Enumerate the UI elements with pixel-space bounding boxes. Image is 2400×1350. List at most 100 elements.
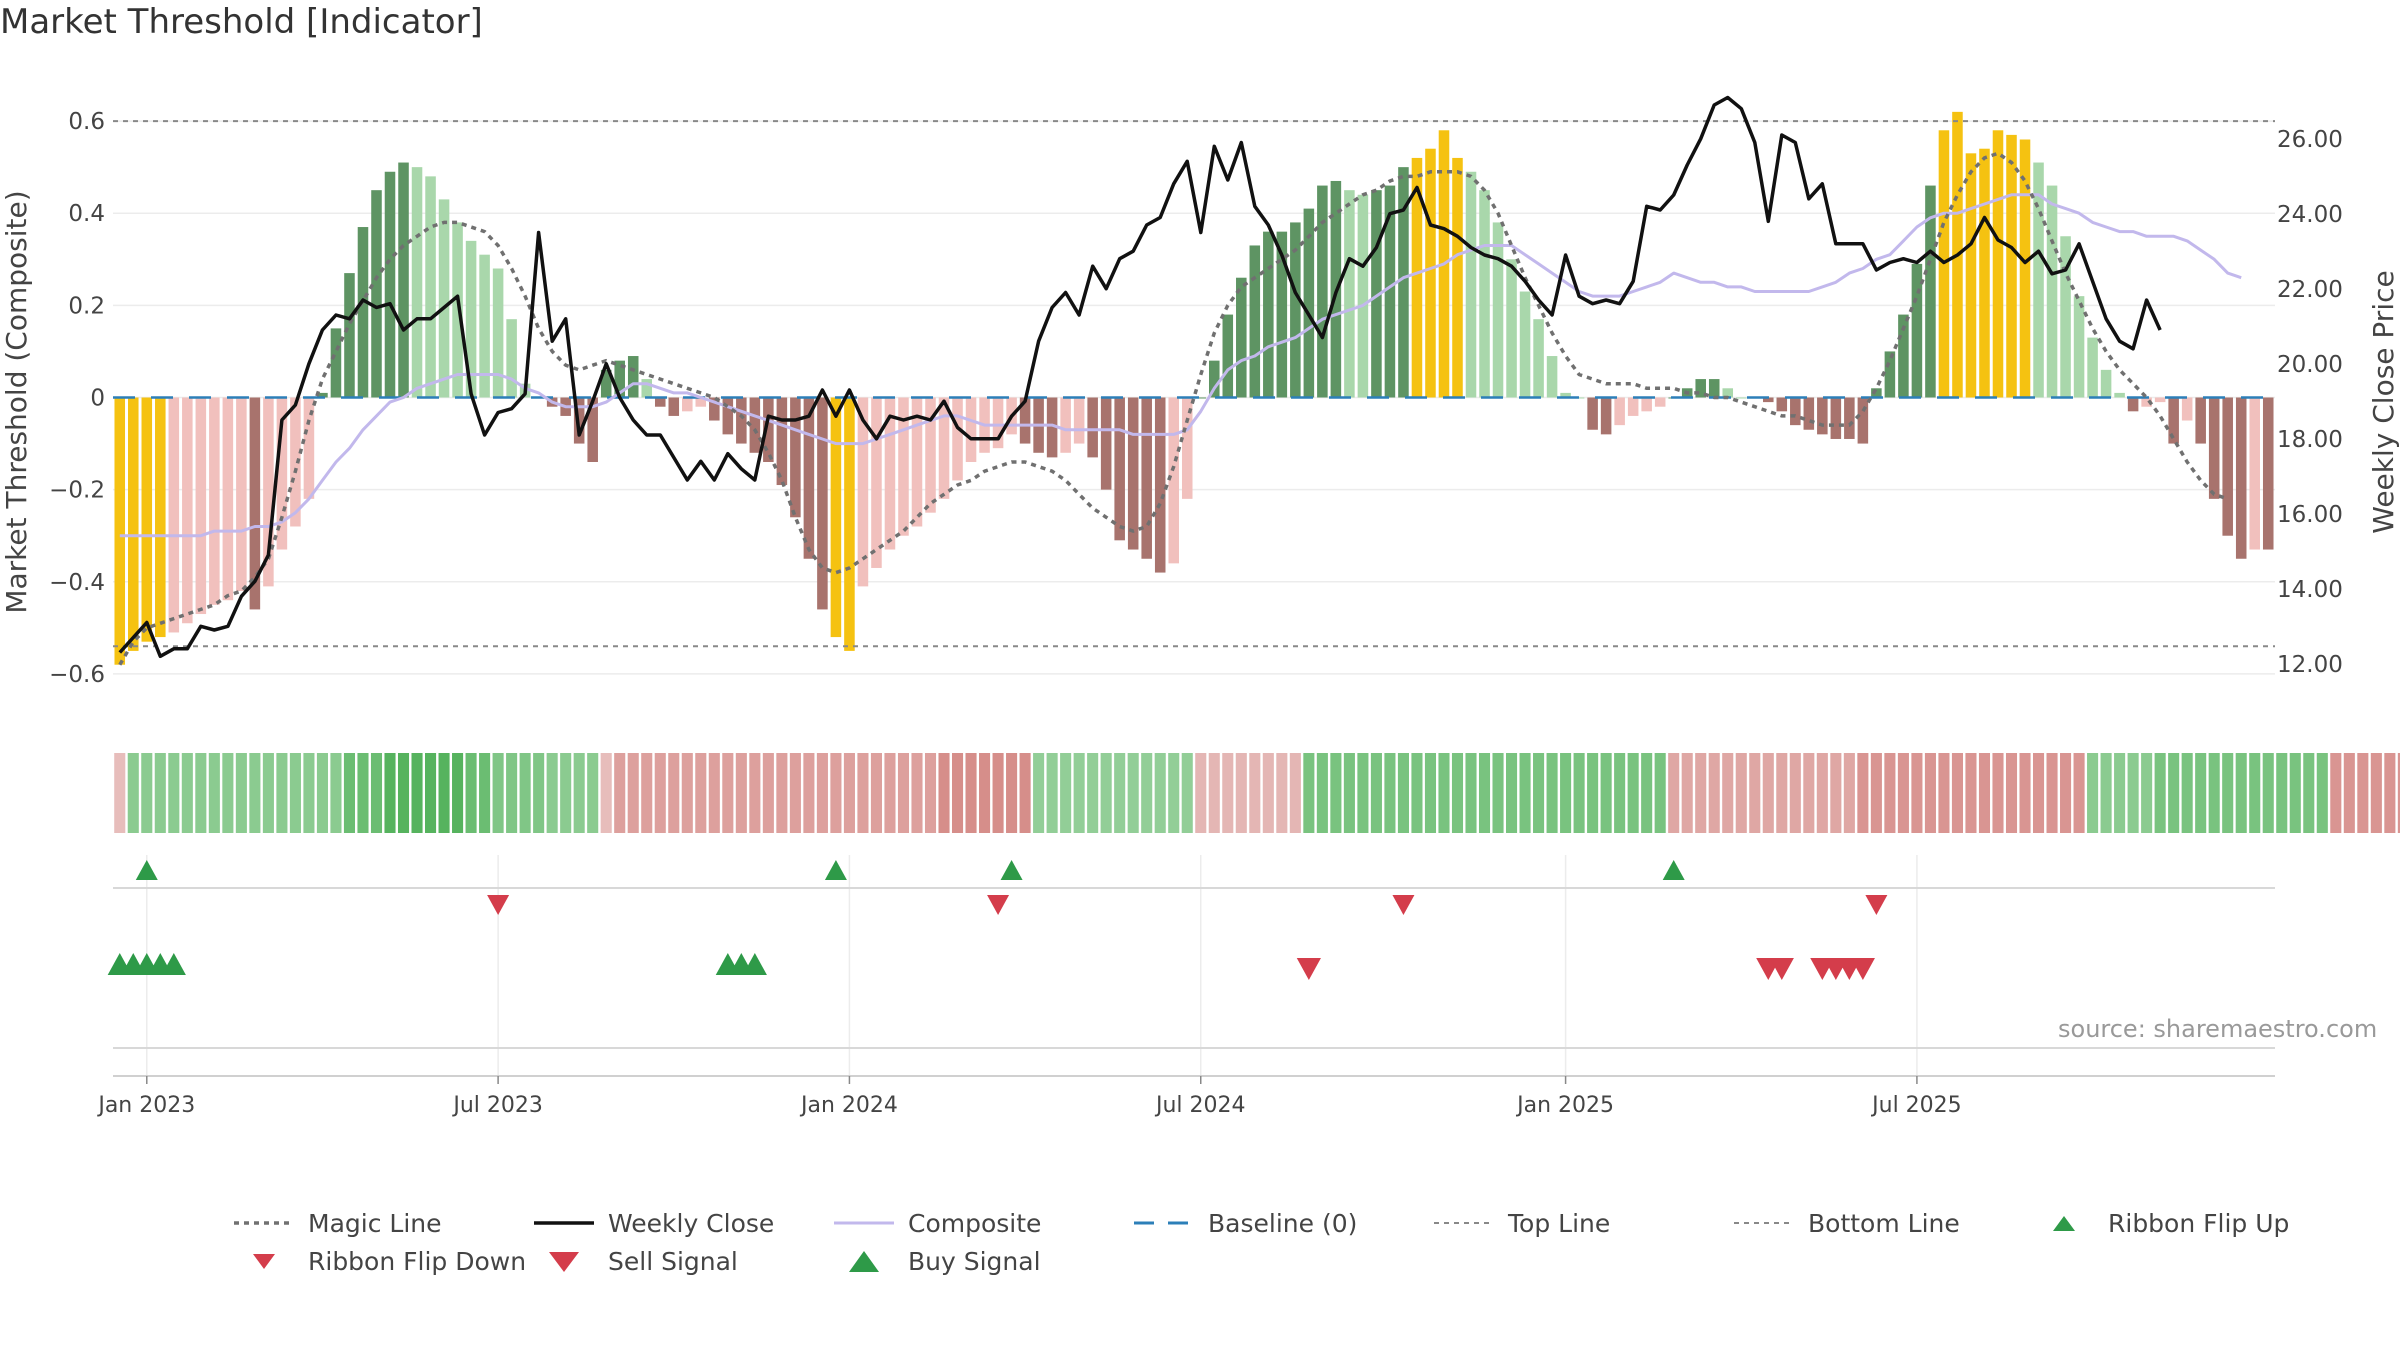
composite-bar [1708, 379, 1720, 398]
composite-bar [695, 397, 707, 407]
ribbon-cell [1019, 753, 1031, 833]
ribbon-cell [2276, 753, 2288, 833]
composite-bar [371, 190, 382, 398]
ribbon-flip-up-marker [824, 860, 847, 880]
composite-bar [749, 397, 761, 453]
ribbon-cell [1492, 753, 1504, 833]
ribbon-flip-down-marker [1865, 895, 1888, 915]
left-tick-label: 0.4 [68, 201, 105, 227]
composite-bar [1533, 319, 1544, 398]
composite-bar [1357, 194, 1369, 398]
ribbon-cell [1438, 753, 1450, 833]
composite-bar [2208, 397, 2220, 499]
grid-layer [113, 120, 2275, 1075]
composite-bar [1817, 397, 1828, 435]
ribbon-cell [708, 753, 720, 833]
ribbon-cell [1006, 753, 1018, 833]
ribbon-cell [1343, 753, 1355, 833]
ribbon-cell [141, 753, 153, 833]
ribbon-cell [1776, 753, 1788, 833]
composite-bar [249, 397, 261, 610]
ribbon-cell [519, 753, 531, 833]
composite-bar [141, 397, 153, 642]
composite-bar [1776, 397, 1788, 412]
composite-bar [1844, 397, 1855, 439]
sell-signal-marker [1850, 958, 1875, 980]
composite-bar [1195, 397, 1207, 399]
ribbon-cell [1330, 753, 1342, 833]
ribbon-flip-up-marker [1000, 860, 1023, 880]
ribbon-cell [2195, 753, 2207, 833]
ribbon-cell [1141, 753, 1153, 833]
ribbon-cell [249, 753, 261, 833]
chart-title: Market Threshold [Indicator] [0, 2, 483, 42]
weekly-close-line [118, 95, 2162, 659]
composite-bar [1290, 222, 1301, 398]
composite-bar [682, 397, 693, 412]
composite-bar [1398, 167, 1409, 398]
ribbon-cell [2154, 753, 2166, 833]
ribbon-cell [1573, 753, 1585, 833]
composite-bar [276, 397, 288, 550]
legend-swatch-magic [234, 1221, 294, 1225]
ribbon-cell [965, 753, 977, 833]
ribbon-cell [2249, 753, 2261, 833]
ribbon-cell [2060, 753, 2072, 833]
composite-bar [1154, 397, 1166, 573]
ribbon-cell [1978, 753, 1991, 833]
ribbon-cell [2330, 753, 2342, 833]
ribbon-cell [587, 753, 599, 833]
composite-bar [1857, 397, 1869, 444]
ribbon-cell [1384, 753, 1396, 833]
composite-bar [1695, 379, 1706, 398]
composite-bar [857, 397, 869, 587]
composite-bar [1492, 222, 1504, 398]
legend-item-flipdown: Ribbon Flip Down [230, 1243, 526, 1279]
composite-bar [2262, 397, 2274, 550]
composite-bar [2141, 397, 2152, 407]
legend-item-flipup: Ribbon Flip Up [2030, 1205, 2289, 1241]
legend-swatch-flipup [2053, 1216, 2075, 1231]
ribbon-cell [2235, 753, 2247, 833]
ribbon-cell [951, 753, 964, 833]
ribbon-flip-down-marker [987, 895, 1010, 915]
composite-bar [1790, 397, 1801, 426]
ribbon-cell [1411, 753, 1423, 833]
ribbon-cell [1208, 753, 1220, 833]
ribbon-cell [506, 753, 518, 833]
ribbon-cell [1911, 753, 1923, 833]
line-layer [113, 95, 2275, 666]
ribbon-cell [1249, 753, 1261, 833]
legend-item-sell: Sell Signal [530, 1243, 738, 1279]
ribbon-cell [1046, 753, 1058, 833]
composite-bar [1263, 231, 1274, 398]
legend-label: Ribbon Flip Down [308, 1246, 527, 1276]
composite-bar [600, 369, 612, 398]
composite-bar [506, 319, 517, 398]
composite-bar [1506, 259, 1517, 398]
ribbon-cell [195, 753, 207, 833]
ribbon-cell [1168, 753, 1180, 833]
ribbon-layer [114, 753, 2400, 833]
composite-bar [127, 397, 139, 651]
ribbon-cell [992, 753, 1004, 833]
composite-bar [1614, 397, 1625, 426]
ribbon-cell [1181, 753, 1193, 833]
composite-bar [1019, 397, 1031, 444]
composite-bar [1384, 185, 1396, 398]
composite-bar [263, 397, 274, 587]
composite-bar [1060, 397, 1071, 453]
ribbon-cell [1668, 753, 1680, 833]
ribbon-cell [2343, 753, 2355, 833]
composite-bar [1236, 277, 1247, 398]
ribbon-cell [114, 753, 126, 833]
ribbon-cell [911, 753, 923, 833]
ribbon-cell [1289, 753, 1301, 833]
ribbon-cell [884, 753, 896, 833]
left-tick-label: 0.2 [68, 293, 105, 319]
ribbon-cell [1424, 753, 1437, 833]
ribbon-cell [1992, 753, 2004, 833]
composite-bar [1627, 397, 1639, 416]
ribbon-cell [2384, 753, 2396, 833]
ribbon-cell [789, 753, 801, 833]
